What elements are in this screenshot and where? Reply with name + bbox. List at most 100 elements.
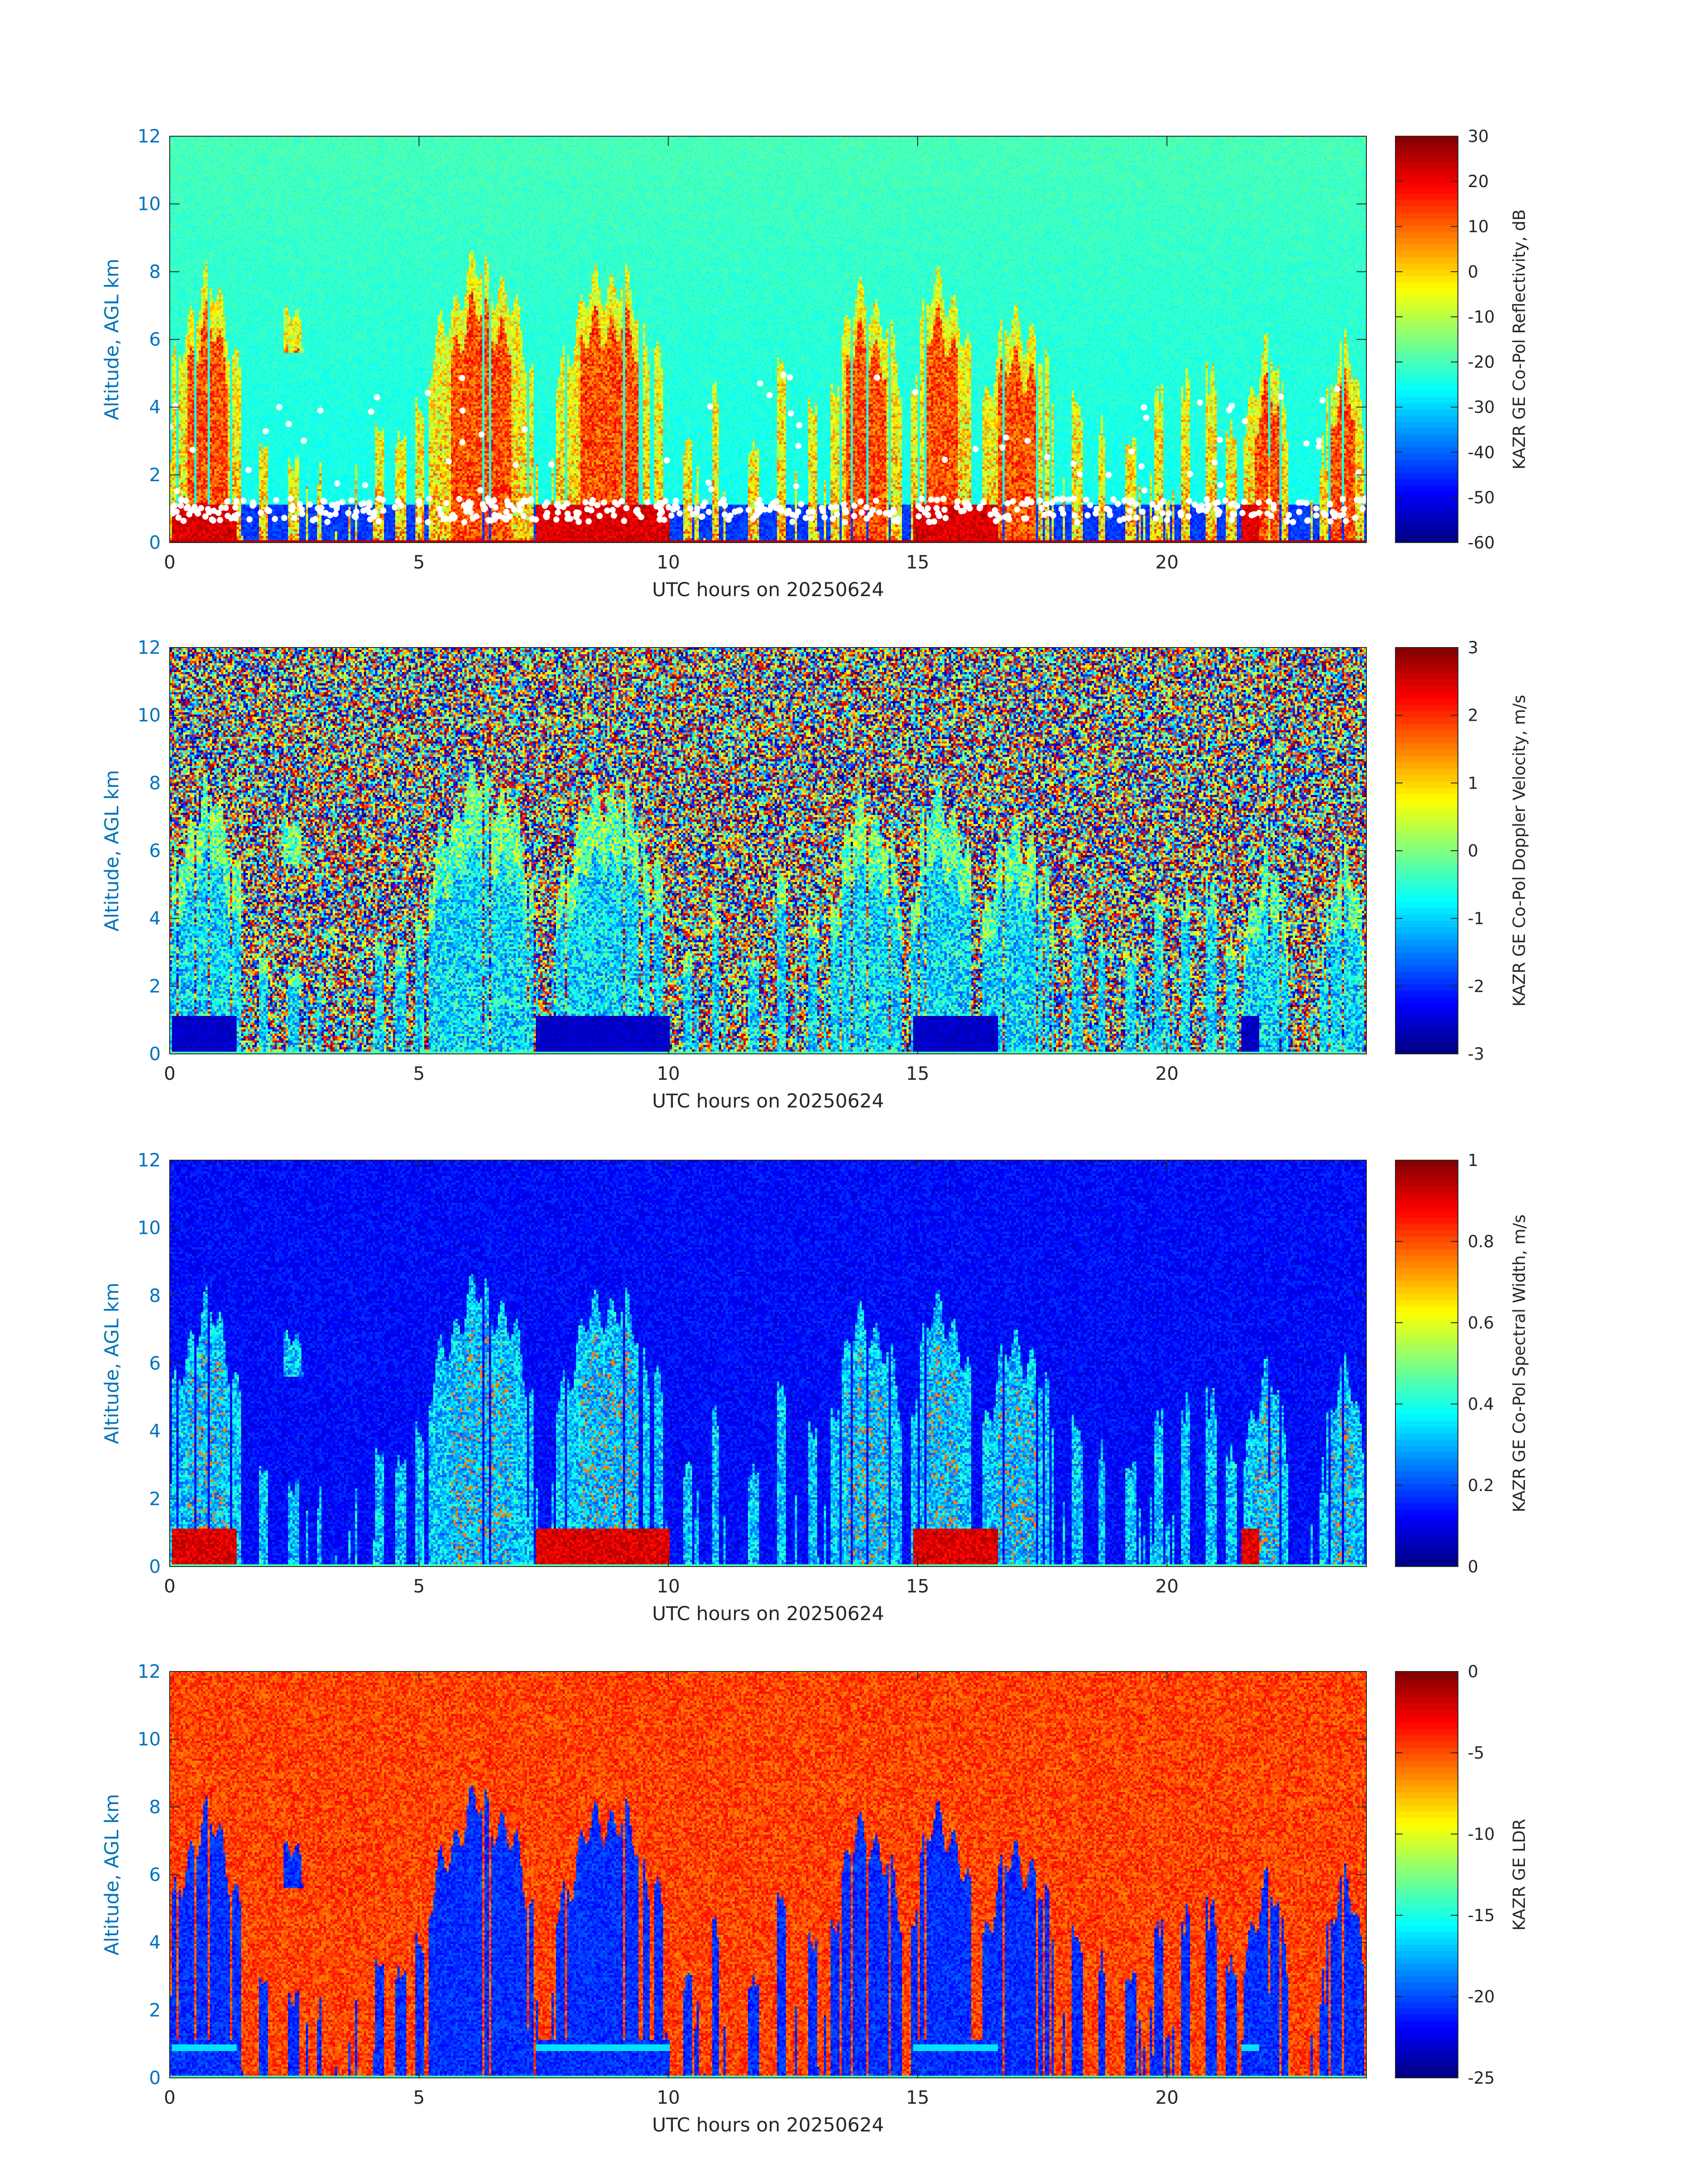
cloud-base-marker (380, 507, 387, 514)
cloud-base-marker (806, 509, 812, 515)
colorbar-step (1395, 466, 1458, 473)
cloud-base-marker (980, 499, 987, 506)
y-tick-label: 8 (149, 1285, 161, 1306)
colorbar-step (1395, 1331, 1458, 1338)
y-axis-label: Altitude, AGL km (101, 1283, 123, 1444)
cloud-base-marker (1327, 518, 1334, 525)
cloud-base-marker (1128, 497, 1135, 504)
colorbar-step (1395, 1363, 1458, 1370)
cloud-base-marker (521, 497, 527, 504)
cloud-base-marker (215, 510, 222, 516)
cloud-base-marker (576, 518, 582, 525)
colorbar-step (1395, 1035, 1458, 1042)
colorbar-step (1395, 333, 1458, 340)
colorbar-step (1395, 422, 1458, 429)
cloud-base-marker (720, 496, 727, 503)
cloud-base-marker (345, 510, 351, 517)
cloud-base-marker (334, 505, 340, 512)
colorbar-step (1395, 193, 1458, 200)
colorbar-step (1395, 1224, 1458, 1231)
colorbar-step (1395, 819, 1458, 826)
cloud-base-marker (1303, 440, 1310, 447)
cloud-base-marker (1133, 514, 1140, 521)
cloud-base-marker (1290, 519, 1296, 526)
colorbar-step (1395, 907, 1458, 915)
colorbar-step (1395, 869, 1458, 877)
cloud-base-marker (285, 421, 292, 427)
cloud-base-marker (972, 446, 979, 452)
colorbar-step (1395, 711, 1458, 718)
colorbar-frame (1395, 1160, 1458, 1567)
cloud-base-marker (440, 516, 447, 522)
colorbar-step (1395, 174, 1458, 181)
colorbar-step (1395, 1166, 1458, 1174)
cloud-base-marker (1313, 505, 1320, 512)
cloud-base-marker (934, 497, 940, 503)
cloud-base-marker (1060, 510, 1066, 517)
colorbar-step (1395, 1268, 1458, 1275)
cloud-base-marker (1241, 498, 1248, 505)
cloud-base-marker (505, 502, 511, 509)
cloud-base-marker (217, 517, 223, 523)
cloud-base-marker (527, 497, 534, 503)
colorbar-step (1395, 396, 1458, 403)
cloud-base-marker (594, 502, 601, 509)
cloud-base-marker (834, 511, 840, 518)
colorbar-step (1395, 1554, 1458, 1561)
colorbar-step (1395, 1509, 1458, 1516)
cloud-base-marker (352, 514, 359, 520)
y-tick-label: 4 (149, 1421, 161, 1442)
colorbar-step (1395, 774, 1458, 781)
colorbar-step (1395, 806, 1458, 813)
cloud-base-marker (788, 410, 794, 417)
colorbar-step (1395, 1516, 1458, 1523)
colorbar-step (1395, 838, 1458, 845)
cloud-base-marker (1014, 506, 1020, 513)
cloud-base-marker (912, 389, 919, 396)
cloud-base-marker (1087, 502, 1094, 508)
colorbar-step (1395, 1408, 1458, 1415)
cloud-base-marker (941, 456, 948, 463)
cloud-base-marker (362, 482, 368, 489)
colorbar-step (1395, 1703, 1458, 1710)
cloud-base-marker (548, 461, 555, 468)
colorbar-step (1395, 415, 1458, 422)
colorbar-step (1395, 523, 1458, 531)
cloud-base-marker (1319, 397, 1326, 404)
colorbar-step (1395, 276, 1458, 283)
cloud-base-marker (180, 518, 187, 524)
y-tick-label: 12 (138, 125, 161, 147)
cloud-base-marker (298, 506, 305, 513)
cloud-base-marker (1138, 463, 1145, 470)
cloud-base-marker (761, 506, 768, 513)
colorbar-step (1395, 1325, 1458, 1332)
cloud-base-marker (1140, 404, 1147, 411)
cloud-base-marker (443, 500, 450, 506)
colorbar-step (1395, 358, 1458, 365)
cloud-base-marker (664, 457, 670, 464)
cloud-base-marker (1115, 501, 1121, 507)
colorbar-tick-label: -25 (1468, 2068, 1495, 2088)
colorbar-step (1395, 730, 1458, 737)
colorbar-step (1395, 1338, 1458, 1345)
cloud-base-marker (780, 372, 787, 378)
colorbar-step (1395, 1185, 1458, 1192)
colorbar-step (1395, 1015, 1458, 1023)
cloud-base-marker (1043, 501, 1049, 507)
heatmap-image-velocity (170, 648, 1366, 1054)
cloud-base-marker (1286, 512, 1292, 518)
cloud-base-marker (851, 502, 858, 509)
cloud-base-marker (1186, 471, 1193, 477)
colorbar-step (1395, 717, 1458, 724)
colorbar-step (1395, 1262, 1458, 1269)
cloud-base-marker (757, 380, 764, 387)
colorbar-tick-label: 0 (1468, 262, 1478, 281)
colorbar-step (1395, 1344, 1458, 1351)
cloud-base-marker (785, 507, 792, 514)
cloud-base-marker (1216, 436, 1223, 443)
cloud-base-marker (919, 495, 925, 502)
cloud-base-marker (459, 407, 466, 414)
cloud-base-marker (511, 506, 518, 513)
cloud-base-marker (193, 508, 200, 515)
cloud-base-marker (1010, 498, 1016, 505)
